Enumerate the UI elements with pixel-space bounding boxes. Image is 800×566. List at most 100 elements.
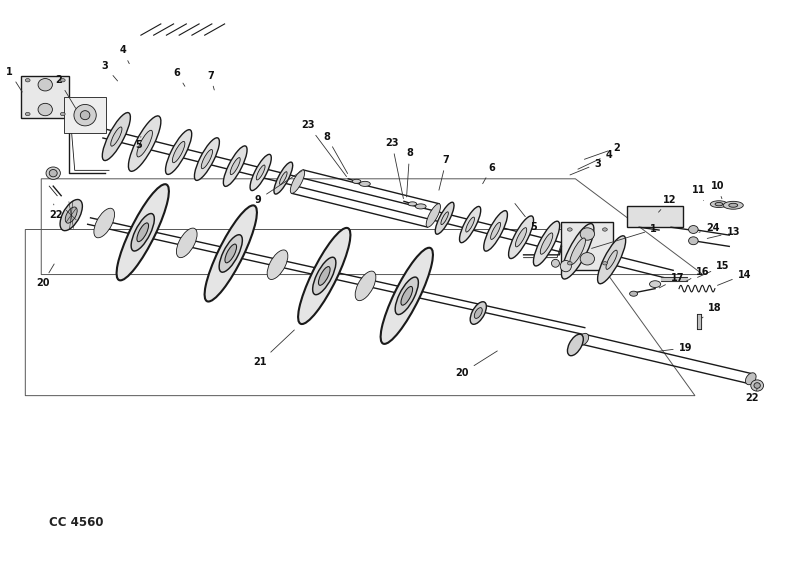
- Ellipse shape: [441, 212, 448, 225]
- Ellipse shape: [570, 238, 586, 265]
- Ellipse shape: [689, 237, 698, 245]
- Ellipse shape: [567, 261, 572, 265]
- Ellipse shape: [177, 228, 197, 258]
- FancyBboxPatch shape: [22, 76, 69, 118]
- Text: 20: 20: [36, 264, 54, 288]
- Ellipse shape: [435, 202, 454, 234]
- Text: 2: 2: [584, 143, 620, 159]
- Ellipse shape: [650, 281, 661, 288]
- Ellipse shape: [290, 170, 305, 194]
- FancyBboxPatch shape: [562, 222, 614, 271]
- Ellipse shape: [466, 217, 474, 232]
- Ellipse shape: [274, 162, 293, 194]
- Ellipse shape: [580, 252, 594, 265]
- Text: 6: 6: [482, 162, 495, 184]
- Text: 14: 14: [718, 269, 751, 285]
- Text: 8: 8: [323, 131, 348, 174]
- Text: 19: 19: [658, 343, 692, 353]
- Ellipse shape: [381, 248, 433, 344]
- Text: 10: 10: [710, 181, 724, 199]
- Ellipse shape: [602, 261, 607, 265]
- Ellipse shape: [560, 260, 571, 272]
- Ellipse shape: [715, 203, 722, 206]
- Ellipse shape: [729, 203, 738, 207]
- Text: 12: 12: [658, 195, 676, 212]
- Text: 4: 4: [119, 45, 130, 64]
- Ellipse shape: [50, 169, 57, 177]
- Ellipse shape: [754, 383, 760, 388]
- Ellipse shape: [689, 226, 698, 233]
- Text: 5: 5: [135, 136, 142, 150]
- Ellipse shape: [26, 79, 30, 82]
- Ellipse shape: [80, 111, 90, 119]
- Text: 1: 1: [6, 67, 22, 92]
- Ellipse shape: [534, 221, 560, 266]
- Ellipse shape: [202, 149, 213, 169]
- Ellipse shape: [313, 257, 336, 295]
- Ellipse shape: [250, 155, 271, 191]
- Ellipse shape: [355, 271, 376, 301]
- Ellipse shape: [267, 250, 288, 280]
- Ellipse shape: [395, 277, 418, 315]
- Text: 13: 13: [707, 228, 740, 238]
- Ellipse shape: [60, 112, 65, 115]
- Text: 4: 4: [578, 149, 612, 169]
- Ellipse shape: [509, 216, 534, 259]
- Text: 20: 20: [455, 351, 498, 378]
- FancyBboxPatch shape: [627, 206, 683, 227]
- Ellipse shape: [750, 380, 763, 391]
- Ellipse shape: [131, 213, 154, 251]
- Ellipse shape: [602, 228, 607, 231]
- Ellipse shape: [567, 228, 572, 231]
- Ellipse shape: [401, 286, 413, 305]
- Ellipse shape: [630, 291, 638, 296]
- Text: 1: 1: [591, 225, 657, 248]
- Ellipse shape: [219, 235, 242, 272]
- Text: 6: 6: [174, 68, 185, 86]
- Ellipse shape: [359, 181, 370, 186]
- Text: 17: 17: [659, 273, 684, 288]
- Ellipse shape: [408, 202, 417, 206]
- Ellipse shape: [578, 333, 589, 345]
- Ellipse shape: [46, 167, 60, 179]
- FancyBboxPatch shape: [64, 97, 106, 134]
- Ellipse shape: [415, 204, 426, 209]
- Ellipse shape: [606, 250, 618, 269]
- Ellipse shape: [515, 228, 526, 247]
- Ellipse shape: [60, 199, 82, 231]
- Text: CC 4560: CC 4560: [50, 516, 104, 529]
- Ellipse shape: [490, 222, 501, 239]
- Ellipse shape: [470, 302, 486, 324]
- Ellipse shape: [129, 116, 161, 171]
- Ellipse shape: [194, 138, 219, 181]
- Ellipse shape: [562, 224, 594, 279]
- Ellipse shape: [580, 228, 594, 240]
- Text: 7: 7: [439, 155, 450, 190]
- Ellipse shape: [60, 79, 65, 82]
- Ellipse shape: [256, 165, 265, 180]
- Ellipse shape: [298, 228, 350, 324]
- Ellipse shape: [710, 201, 727, 208]
- Ellipse shape: [94, 208, 114, 238]
- Text: 22: 22: [49, 204, 62, 220]
- Ellipse shape: [540, 233, 553, 254]
- Ellipse shape: [172, 142, 185, 162]
- Ellipse shape: [723, 201, 743, 209]
- Text: 2: 2: [55, 75, 76, 108]
- Text: 5: 5: [515, 204, 537, 231]
- Ellipse shape: [551, 259, 559, 267]
- Text: 7: 7: [207, 71, 214, 90]
- Ellipse shape: [38, 104, 53, 115]
- Text: 16: 16: [686, 267, 710, 282]
- Ellipse shape: [459, 207, 481, 243]
- Text: 8: 8: [406, 148, 413, 197]
- Text: 24: 24: [699, 223, 719, 233]
- Text: 9: 9: [254, 171, 302, 205]
- Ellipse shape: [74, 105, 96, 126]
- Ellipse shape: [225, 244, 237, 263]
- Ellipse shape: [166, 130, 192, 174]
- Ellipse shape: [26, 112, 30, 115]
- Ellipse shape: [38, 79, 53, 91]
- Text: 21: 21: [254, 330, 294, 367]
- Text: 23: 23: [302, 121, 346, 177]
